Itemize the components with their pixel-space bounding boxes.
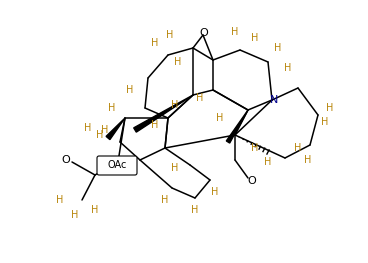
Text: H: H xyxy=(151,120,159,130)
Text: H: H xyxy=(151,38,159,48)
Text: H: H xyxy=(174,57,182,67)
Text: H: H xyxy=(284,63,292,73)
Text: H: H xyxy=(216,113,224,123)
FancyBboxPatch shape xyxy=(97,156,137,175)
Text: H: H xyxy=(304,155,312,165)
Text: H: H xyxy=(56,195,64,205)
Text: N: N xyxy=(270,95,278,105)
Text: H: H xyxy=(321,117,329,127)
Text: H: H xyxy=(231,27,239,37)
Text: OAc: OAc xyxy=(107,160,127,170)
Polygon shape xyxy=(226,110,248,143)
Text: H: H xyxy=(96,130,104,140)
Text: H: H xyxy=(264,157,272,167)
Text: H: H xyxy=(126,85,134,95)
Text: O: O xyxy=(248,176,256,186)
Text: H: H xyxy=(91,205,99,215)
Text: H: H xyxy=(84,123,92,133)
Polygon shape xyxy=(106,118,125,140)
Text: H: H xyxy=(108,103,116,113)
Text: H: H xyxy=(166,30,174,40)
Text: H: H xyxy=(171,100,179,110)
Text: H: H xyxy=(191,205,199,215)
Text: H: H xyxy=(71,210,79,220)
Text: O: O xyxy=(61,155,70,165)
Text: H: H xyxy=(294,143,302,153)
Polygon shape xyxy=(134,95,193,132)
Text: O: O xyxy=(199,28,208,38)
Text: H: H xyxy=(211,187,219,197)
Text: H: H xyxy=(171,163,179,173)
Text: H: H xyxy=(196,93,204,103)
Text: H: H xyxy=(251,143,259,153)
Text: H: H xyxy=(274,43,282,53)
Text: H: H xyxy=(251,33,259,43)
Text: H: H xyxy=(161,195,169,205)
Text: H: H xyxy=(101,125,109,135)
Text: H: H xyxy=(326,103,334,113)
